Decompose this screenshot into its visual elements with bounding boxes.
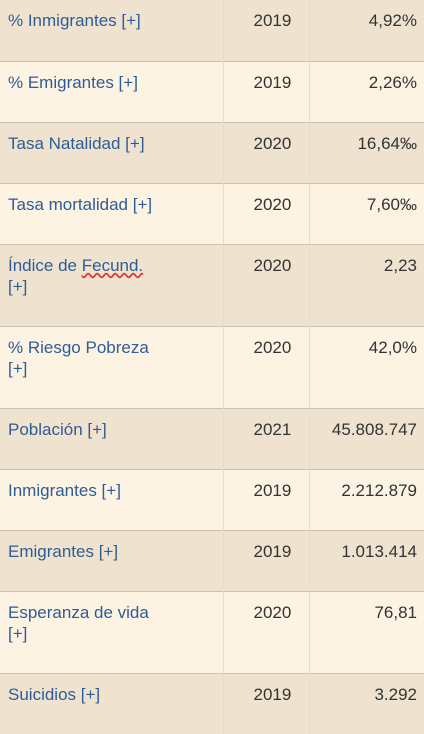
row-label-suicides[interactable]: Suicidios [+] [0, 673, 224, 734]
row-label-text[interactable]: Índice de [8, 255, 82, 275]
table-row: Población [+] 2021 45.808.747 [0, 408, 424, 469]
row-value: 7,60‰ [309, 183, 424, 244]
table-row: Suicidios [+] 2019 3.292 [0, 673, 424, 734]
row-year: 2020 [223, 244, 310, 326]
row-label-immigrants-percent[interactable]: % Inmigrantes [+] [0, 0, 224, 61]
row-year: 2019 [223, 673, 310, 734]
row-label-emigrants[interactable]: Emigrantes [+] [0, 530, 224, 591]
row-label-population[interactable]: Población [+] [0, 408, 224, 469]
row-year: 2019 [223, 469, 310, 530]
row-year: 2020 [223, 122, 310, 183]
row-label-fertility-index[interactable]: Índice de Fecund. [+] [0, 244, 224, 326]
row-label-text[interactable]: Tasa Natalidad [+] [8, 133, 145, 153]
row-label-expand[interactable]: [+] [8, 623, 28, 643]
row-value: 42,0% [309, 326, 424, 408]
row-label-text[interactable]: Suicidios [+] [8, 684, 101, 704]
row-label-expand[interactable]: [+] [8, 276, 28, 296]
row-label-text-misspelled[interactable]: Fecund. [81, 255, 144, 275]
row-label-poverty-risk[interactable]: % Riesgo Pobreza [+] [0, 326, 224, 408]
table-row: Inmigrantes [+] 2019 2.212.879 [0, 469, 424, 530]
row-year: 2020 [223, 591, 310, 673]
row-label-text[interactable]: Población [+] [8, 419, 107, 439]
row-value: 16,64‰ [309, 122, 424, 183]
row-label-text[interactable]: Emigrantes [+] [8, 541, 119, 561]
row-value: 2,26% [309, 61, 424, 122]
row-label-birth-rate[interactable]: Tasa Natalidad [+] [0, 122, 224, 183]
row-year: 2019 [223, 530, 310, 591]
row-value: 4,92% [309, 0, 424, 61]
row-value: 45.808.747 [309, 408, 424, 469]
row-year: 2020 [223, 326, 310, 408]
row-label-text[interactable]: % Emigrantes [+] [8, 72, 138, 92]
row-label-text[interactable]: Inmigrantes [+] [8, 480, 121, 500]
row-value: 1.013.414 [309, 530, 424, 591]
row-year: 2019 [223, 0, 310, 61]
row-label-text[interactable]: Tasa mortalidad [+] [8, 194, 153, 214]
row-label-immigrants[interactable]: Inmigrantes [+] [0, 469, 224, 530]
table-row: Tasa Natalidad [+] 2020 16,64‰ [0, 122, 424, 183]
table-row: Tasa mortalidad [+] 2020 7,60‰ [0, 183, 424, 244]
table-row: Esperanza de vida [+] 2020 76,81 [0, 591, 424, 673]
row-value: 2.212.879 [309, 469, 424, 530]
row-label-text[interactable]: Esperanza de vida [8, 602, 149, 622]
row-value: 76,81 [309, 591, 424, 673]
row-value: 3.292 [309, 673, 424, 734]
table-row: % Inmigrantes [+] 2019 4,92% [0, 0, 424, 61]
row-value: 2,23 [309, 244, 424, 326]
row-year: 2021 [223, 408, 310, 469]
table-row: % Riesgo Pobreza [+] 2020 42,0% [0, 326, 424, 408]
table-row: Índice de Fecund. [+] 2020 2,23 [0, 244, 424, 326]
table-row: Emigrantes [+] 2019 1.013.414 [0, 530, 424, 591]
row-label-mortality-rate[interactable]: Tasa mortalidad [+] [0, 183, 224, 244]
row-label-text[interactable]: % Riesgo Pobreza [8, 337, 149, 357]
row-year: 2019 [223, 61, 310, 122]
table-row: % Emigrantes [+] 2019 2,26% [0, 61, 424, 122]
row-year: 2020 [223, 183, 310, 244]
row-label-emigrants-percent[interactable]: % Emigrantes [+] [0, 61, 224, 122]
row-label-expand[interactable]: [+] [8, 358, 28, 378]
row-label-life-expectancy[interactable]: Esperanza de vida [+] [0, 591, 224, 673]
row-label-text[interactable]: % Inmigrantes [+] [8, 11, 141, 30]
